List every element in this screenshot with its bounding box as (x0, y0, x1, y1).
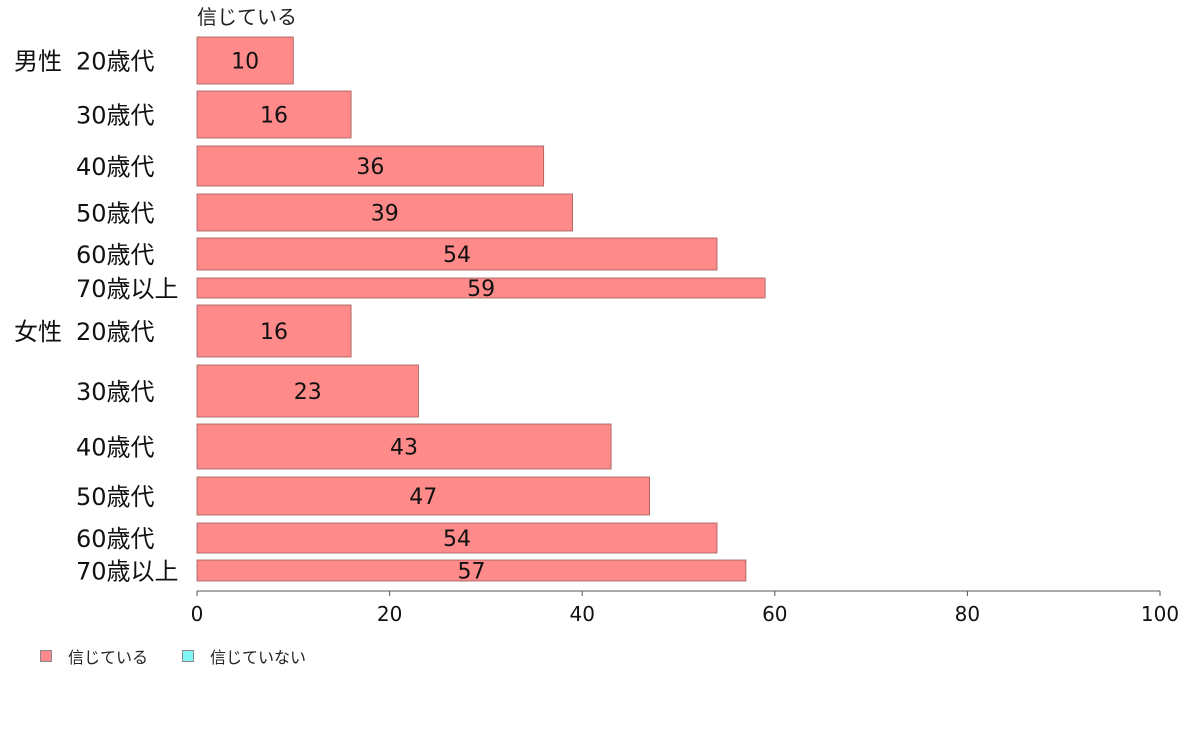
legend-label-believe: 信じている (68, 648, 149, 667)
bar-male-1 (196, 90, 352, 139)
x-tick-label: 40 (569, 602, 594, 626)
x-tick-label: 20 (377, 602, 402, 626)
legend-item-believe: 信じている (40, 644, 148, 668)
category-label: 60歳代 (76, 241, 155, 269)
bar-value-label: 57 (457, 560, 485, 585)
group-label: 女性 (14, 318, 62, 346)
bar-value-label: 16 (260, 320, 288, 345)
category-label: 70歳以上 (76, 275, 179, 303)
bar-value-label: 39 (371, 202, 399, 227)
category-label: 30歳代 (76, 378, 155, 406)
bar-female-11 (196, 559, 747, 582)
category-label: 20歳代 (76, 48, 155, 76)
x-tick-label: 0 (191, 602, 204, 626)
category-label: 40歳代 (76, 153, 155, 181)
bar-male-3 (196, 193, 573, 232)
bar-female-6 (196, 304, 352, 358)
legend-swatch-not-believe (182, 650, 195, 662)
bar-male-0 (196, 36, 294, 85)
bar-male-5 (196, 277, 766, 299)
category-label: 50歳代 (76, 200, 155, 228)
bar-value-label: 23 (294, 380, 322, 405)
category-label: 40歳代 (76, 434, 155, 462)
bar-female-10 (196, 522, 718, 554)
bar-female-7 (196, 364, 419, 418)
bar-female-9 (196, 476, 651, 516)
category-labels-layer: 20歳代 30歳代 40歳代 50歳代 60歳代 70歳以上 20歳代 30歳代 40歳代 50歳… (14, 48, 179, 586)
category-label: 60歳代 (76, 525, 155, 553)
legend: 信じている 信じていない (40, 644, 340, 668)
legend-label-not-believe: 信じていない (210, 648, 307, 667)
category-label: 70歳以上 (76, 558, 179, 586)
category-label: 50歳代 (76, 483, 155, 511)
bar-value-label: 10 (231, 50, 259, 75)
bar-value-label: 47 (409, 485, 437, 510)
category-label: 20歳代 (76, 318, 155, 346)
legend-item-not-believe: 信じていない (182, 644, 306, 668)
bar-value-label: 54 (443, 527, 471, 552)
x-axis: 0 20 40 60 80 100 (191, 590, 1179, 626)
x-tick-label: 60 (762, 602, 787, 626)
group-label: 男性 (14, 48, 62, 76)
series-header: 信じている (197, 5, 297, 29)
bar-female-8 (196, 423, 612, 470)
bar-value-label: 36 (356, 155, 384, 180)
bar-value-label: 59 (467, 277, 495, 302)
x-tick-label: 100 (1141, 602, 1179, 626)
bar-value-label: 54 (443, 243, 471, 268)
legend-swatch-believe (40, 650, 52, 662)
x-tick-label: 80 (955, 602, 980, 626)
category-label: 30歳代 (76, 102, 155, 130)
bar-value-label: 43 (390, 436, 418, 461)
bar-male-2 (196, 145, 545, 187)
bar-male-4 (196, 237, 718, 271)
bar-value-label: 16 (260, 104, 288, 129)
